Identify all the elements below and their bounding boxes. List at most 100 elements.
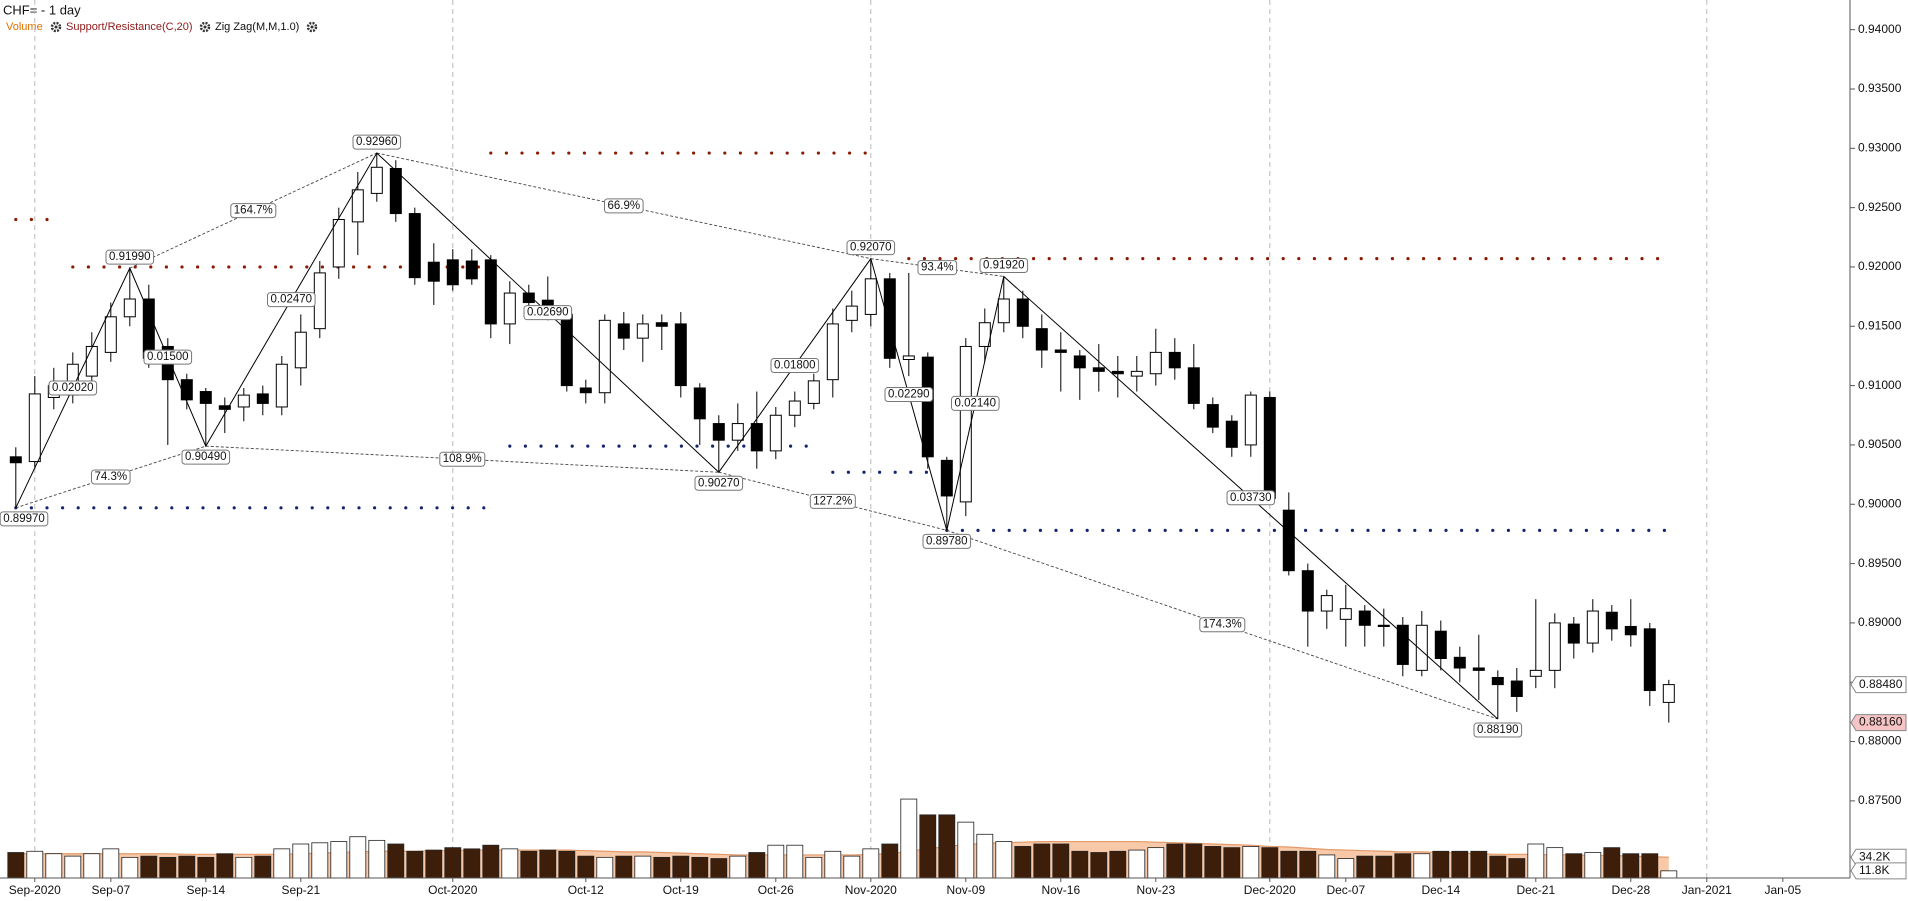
volume-bar xyxy=(235,856,253,879)
candle-body xyxy=(522,292,535,304)
volume-bar xyxy=(1090,852,1108,879)
volume-bar xyxy=(197,856,215,879)
volume-bar xyxy=(216,853,234,879)
volume-bar xyxy=(64,855,82,879)
settings-icon[interactable] xyxy=(50,21,62,33)
zigzag-pivot-label-box xyxy=(181,449,231,465)
zigzag-leg-label-box xyxy=(770,357,820,373)
zigzag-pivot-label-box xyxy=(1473,722,1523,738)
candle-body xyxy=(408,213,421,279)
volume-bar xyxy=(1052,843,1070,879)
volume-bar xyxy=(653,856,671,879)
gear[interactable] xyxy=(199,21,211,33)
volume-bar xyxy=(1470,850,1488,879)
volume-bar xyxy=(957,821,975,879)
candle-body xyxy=(636,323,649,339)
zigzag-leg-label: 0.01800 xyxy=(774,359,816,371)
volume-tick-label-box xyxy=(1850,862,1907,880)
candle-body xyxy=(237,394,250,408)
candle-body xyxy=(85,345,98,377)
zigzag-ratio-label: 164.7% xyxy=(234,205,273,217)
candle-body xyxy=(28,393,41,463)
gear[interactable] xyxy=(50,21,62,33)
volume-bar xyxy=(102,848,120,879)
candle-body xyxy=(1092,367,1105,372)
volume-bar xyxy=(1641,853,1659,879)
settings-icon[interactable] xyxy=(306,21,318,33)
candle-body xyxy=(1567,623,1580,644)
candle-body xyxy=(503,292,516,325)
candle-body xyxy=(1320,595,1333,612)
volume-bar xyxy=(1413,853,1431,879)
volume-bar xyxy=(1565,853,1583,879)
volume-bar xyxy=(862,848,880,879)
volume-bar xyxy=(577,855,595,879)
x-tick-label: Dec-21 xyxy=(1516,883,1555,897)
candle-body xyxy=(104,316,117,353)
legend-support-resistance[interactable]: Support/Resistance(C,20) xyxy=(66,21,193,33)
x-tick-label: Nov-23 xyxy=(1136,883,1175,897)
volume-bar xyxy=(368,839,386,879)
gear-center xyxy=(203,25,207,29)
candle-body xyxy=(788,400,801,416)
candle-body xyxy=(997,298,1010,324)
y-tick-label: 0.93000 xyxy=(1858,140,1902,154)
candle-body xyxy=(427,261,440,282)
volume-bar xyxy=(1603,847,1621,879)
zigzag-leg-label: 0.02690 xyxy=(527,307,569,319)
candle-body xyxy=(1529,669,1542,677)
volume-bar xyxy=(1071,850,1089,879)
candle-body xyxy=(1130,370,1143,377)
zigzag-ratio-label-box xyxy=(809,493,856,509)
candle-body xyxy=(712,423,725,441)
chart-title: CHF= - 1 day xyxy=(3,2,81,17)
legend-zigzag[interactable]: Zig Zag(M,M,1.0) xyxy=(215,21,299,33)
zigzag-pivot-label-box xyxy=(846,240,896,256)
volume-bar xyxy=(406,850,424,879)
candle-body xyxy=(1396,624,1409,665)
candle-body xyxy=(598,319,611,394)
price-marker: 0.88480 xyxy=(1859,677,1903,691)
y-tick-label: 0.92000 xyxy=(1858,259,1902,273)
x-tick-label: Nov-09 xyxy=(946,883,985,897)
zigzag-leg-label: 0.02470 xyxy=(271,294,313,306)
volume-bar xyxy=(330,841,348,879)
candle-body xyxy=(560,313,573,387)
zigzag-pivot-label: 0.90490 xyxy=(185,451,227,463)
x-tick-label: Dec-14 xyxy=(1421,883,1460,897)
candle-body xyxy=(256,393,269,404)
volume-bar xyxy=(1223,847,1241,879)
price-marker: 0.88160 xyxy=(1859,715,1903,729)
gear[interactable] xyxy=(306,21,318,33)
legend-volume[interactable]: Volume xyxy=(6,21,43,33)
x-tick-label: Sep-07 xyxy=(91,883,130,897)
settings-icon[interactable] xyxy=(199,21,211,33)
zigzag-pivot-label: 0.92070 xyxy=(850,242,892,254)
x-tick-label: Oct-2020 xyxy=(428,883,478,897)
x-tick-label: Sep-2020 xyxy=(9,883,61,897)
y-tick-label: 0.90000 xyxy=(1858,496,1902,510)
candle-body xyxy=(883,278,896,359)
y-tick-label: 0.91000 xyxy=(1858,378,1902,392)
candle-body xyxy=(864,278,877,315)
volume-bar xyxy=(463,848,481,879)
zigzag-pivot-label: 0.89970 xyxy=(3,513,45,525)
volume-bar xyxy=(976,833,994,879)
volume-bar xyxy=(1356,855,1374,879)
gear-center xyxy=(54,25,58,29)
x-tick-label: Oct-19 xyxy=(663,883,699,897)
candle-body xyxy=(1149,351,1162,375)
volume-bar xyxy=(1546,847,1564,879)
x-tick-label: Oct-26 xyxy=(758,883,794,897)
gear-center xyxy=(310,25,314,29)
zigzag-leg-label-box xyxy=(1226,490,1276,506)
volume-bar xyxy=(900,798,918,879)
zigzag-leg-label-box xyxy=(951,395,1000,411)
volume-bar xyxy=(786,844,804,879)
price-marker-box xyxy=(1850,676,1907,694)
volume-bar xyxy=(425,849,443,879)
x-tick-label: Dec-07 xyxy=(1326,883,1365,897)
price-axis-bg xyxy=(1850,0,1908,901)
zigzag-pivot-label-box xyxy=(105,249,155,265)
